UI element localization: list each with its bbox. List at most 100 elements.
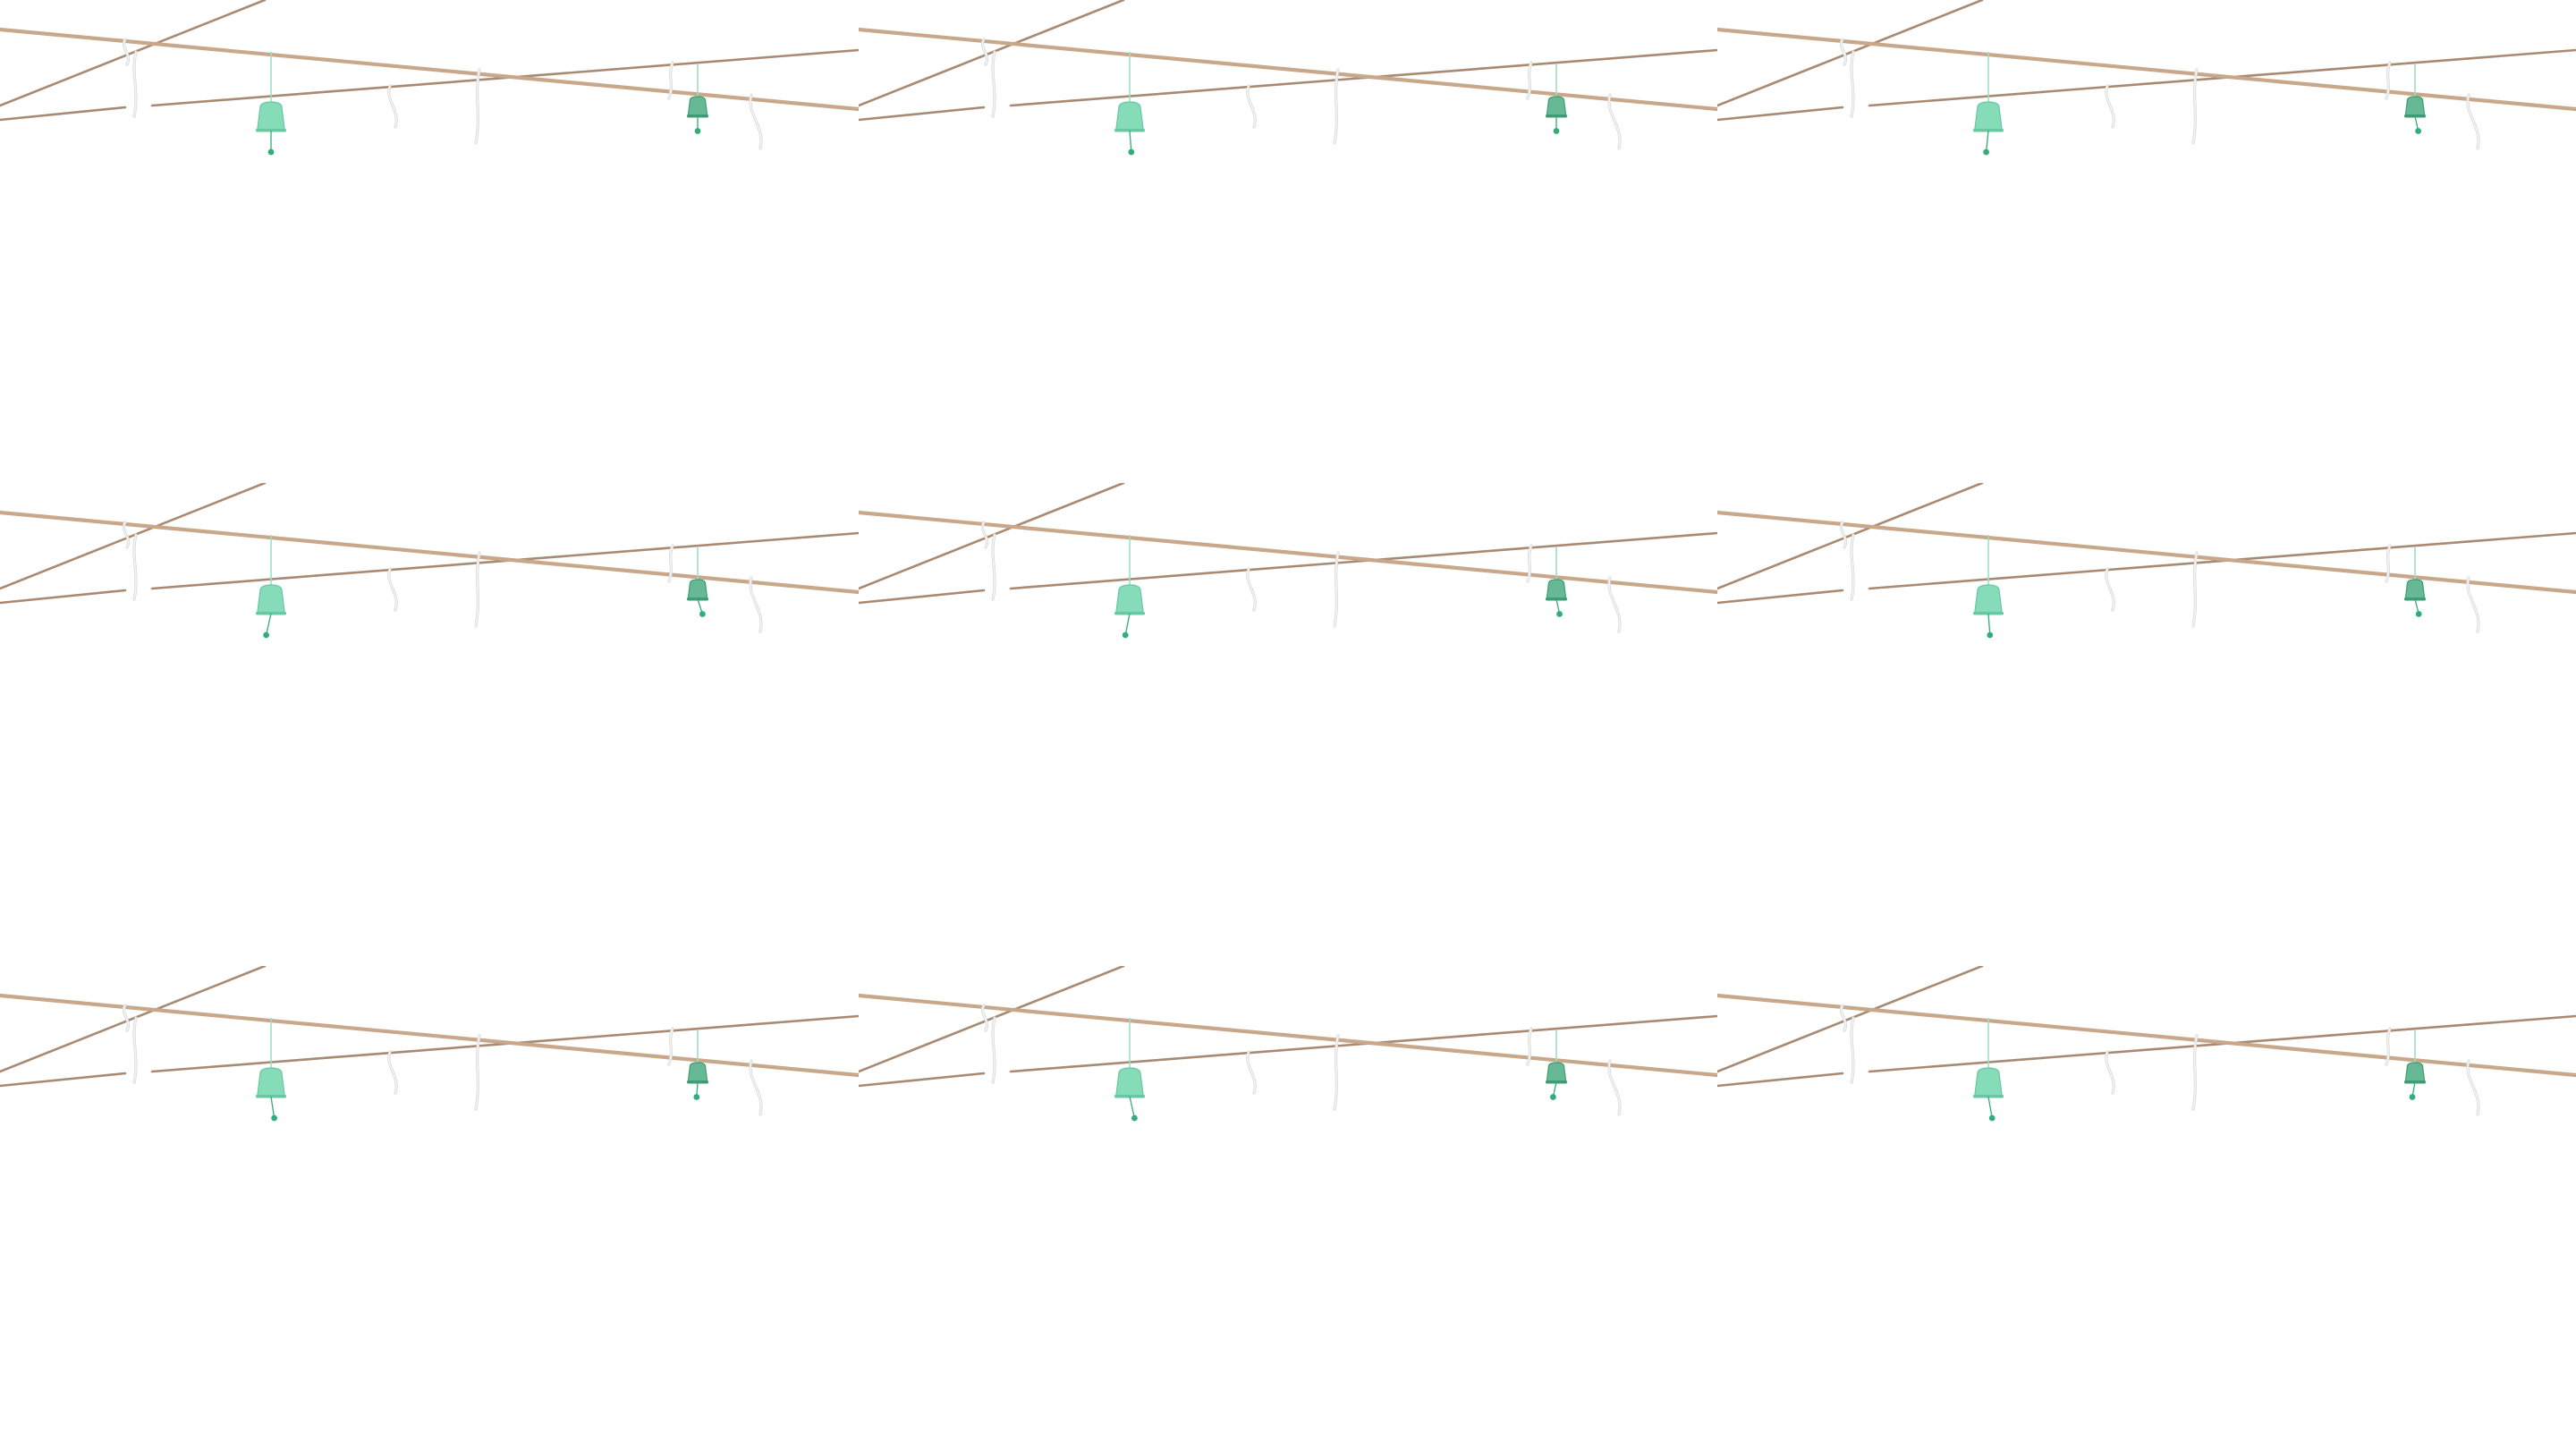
frame-drawing bbox=[1717, 0, 2576, 156]
rope-line bbox=[1717, 966, 1984, 1073]
paper-streamer bbox=[1246, 84, 1257, 129]
rope-line bbox=[859, 0, 1125, 107]
rope-line bbox=[1717, 589, 1844, 605]
animation-frame bbox=[1717, 966, 2576, 1449]
rope-line bbox=[1717, 27, 2576, 112]
paper-streamer bbox=[1607, 93, 1622, 150]
rope-line bbox=[859, 510, 1717, 595]
wind-chime-bell bbox=[2404, 1030, 2426, 1100]
paper-streamer bbox=[1840, 521, 1847, 549]
paper-streamer bbox=[1246, 1050, 1257, 1095]
paper-streamer bbox=[1850, 50, 1855, 118]
wind-chime-bell bbox=[687, 64, 708, 134]
frame-drawing bbox=[0, 483, 859, 639]
rope-line bbox=[0, 0, 267, 107]
rope-line bbox=[0, 106, 127, 122]
wind-chime-bell bbox=[1973, 535, 2004, 639]
paper-streamer bbox=[1333, 551, 1340, 628]
rope-line bbox=[1717, 1072, 1844, 1088]
paper-streamer bbox=[991, 1016, 996, 1084]
frame-drawing bbox=[1717, 966, 2576, 1122]
rope-line bbox=[859, 1072, 986, 1088]
paper-streamer bbox=[991, 50, 996, 118]
paper-streamer bbox=[2385, 544, 2392, 583]
animation-frame bbox=[0, 966, 859, 1449]
wind-chime-bell bbox=[1546, 547, 1567, 617]
rope-line bbox=[0, 27, 859, 112]
rope-line bbox=[859, 106, 986, 122]
paper-streamer bbox=[1526, 544, 1533, 583]
paper-streamer bbox=[1333, 68, 1340, 145]
animation-frame bbox=[0, 483, 859, 966]
paper-streamer bbox=[981, 521, 988, 549]
paper-streamer bbox=[2191, 551, 2199, 628]
rope-line bbox=[859, 589, 986, 605]
wind-chime-bell bbox=[2404, 64, 2426, 134]
wind-chime-bell bbox=[1973, 52, 2004, 156]
wind-chime-bell bbox=[1546, 1030, 1567, 1100]
paper-streamer bbox=[387, 1050, 398, 1095]
wind-chime-bell bbox=[256, 1018, 286, 1122]
animation-frame bbox=[1717, 0, 2576, 483]
rope-line bbox=[0, 966, 267, 1073]
wind-chime-bell bbox=[687, 1030, 708, 1100]
paper-streamer bbox=[2105, 1050, 2115, 1095]
animation-frame bbox=[1717, 483, 2576, 966]
rope-line bbox=[0, 993, 859, 1078]
rope-line bbox=[1717, 106, 1844, 122]
paper-streamer bbox=[132, 50, 138, 118]
paper-streamer bbox=[474, 551, 481, 628]
paper-streamer bbox=[1850, 1016, 1855, 1084]
animation-frame bbox=[859, 483, 1717, 966]
frame-drawing bbox=[1717, 483, 2576, 639]
paper-streamer bbox=[667, 61, 674, 100]
paper-streamer bbox=[1246, 567, 1257, 612]
wind-chime-bell bbox=[1114, 52, 1145, 156]
wind-chime-bell bbox=[1114, 535, 1145, 639]
frame-drawing bbox=[0, 966, 859, 1122]
paper-streamer bbox=[749, 93, 763, 150]
wind-chime-bell bbox=[256, 52, 286, 156]
rope-line bbox=[0, 483, 267, 590]
rope-line bbox=[859, 27, 1717, 112]
paper-streamer bbox=[1607, 576, 1622, 633]
wind-chime-bell bbox=[687, 547, 708, 617]
rope-line bbox=[1717, 483, 1984, 590]
paper-streamer bbox=[667, 544, 674, 583]
wind-chime-bell bbox=[2404, 547, 2426, 617]
wind-chime-bell bbox=[1546, 64, 1567, 134]
paper-streamer bbox=[2466, 576, 2480, 633]
paper-streamer bbox=[474, 1034, 481, 1111]
paper-streamer bbox=[1840, 38, 1847, 66]
rope-line bbox=[0, 1072, 127, 1088]
paper-streamer bbox=[387, 567, 398, 612]
paper-streamer bbox=[981, 38, 988, 66]
wind-chime-bell bbox=[1114, 1018, 1145, 1122]
paper-streamer bbox=[2191, 1034, 2199, 1111]
paper-streamer bbox=[1840, 1004, 1847, 1032]
paper-streamer bbox=[2105, 567, 2115, 612]
paper-streamer bbox=[123, 521, 130, 549]
paper-streamer bbox=[2466, 93, 2480, 150]
paper-streamer bbox=[981, 1004, 988, 1032]
rope-line bbox=[859, 966, 1125, 1073]
paper-streamer bbox=[2191, 68, 2199, 145]
frame-drawing bbox=[859, 966, 1717, 1122]
paper-streamer bbox=[2385, 1027, 2392, 1066]
paper-streamer bbox=[991, 533, 996, 601]
rope-line bbox=[859, 483, 1125, 590]
animation-frame bbox=[859, 966, 1717, 1449]
paper-streamer bbox=[1526, 61, 1533, 100]
rope-line bbox=[1717, 0, 1984, 107]
paper-streamer bbox=[1850, 533, 1855, 601]
frame-drawing bbox=[859, 483, 1717, 639]
paper-streamer bbox=[749, 576, 763, 633]
paper-streamer bbox=[2105, 84, 2115, 129]
rope-line bbox=[1717, 993, 2576, 1078]
paper-streamer bbox=[1526, 1027, 1533, 1066]
frame-drawing bbox=[0, 0, 859, 156]
paper-streamer bbox=[2466, 1059, 2480, 1116]
paper-streamer bbox=[132, 1016, 138, 1084]
paper-streamer bbox=[667, 1027, 674, 1066]
